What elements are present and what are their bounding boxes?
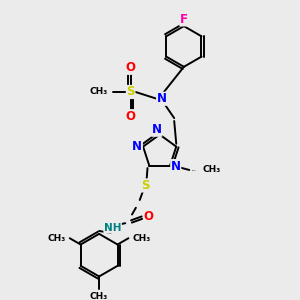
Text: CH₃: CH₃ — [203, 166, 221, 175]
Text: S: S — [141, 179, 150, 192]
Text: N: N — [132, 140, 142, 153]
Text: CH₃: CH₃ — [90, 292, 108, 300]
Text: O: O — [126, 61, 136, 74]
Text: NH: NH — [104, 223, 122, 233]
Text: O: O — [143, 210, 154, 223]
Text: O: O — [126, 110, 136, 123]
Text: N: N — [152, 123, 162, 136]
Text: S: S — [126, 85, 135, 98]
Text: CH₃: CH₃ — [132, 234, 151, 243]
Text: CH₃: CH₃ — [89, 88, 107, 97]
Text: F: F — [180, 13, 188, 26]
Text: methyl: methyl — [192, 169, 197, 171]
Text: N: N — [157, 92, 166, 105]
Text: N: N — [171, 160, 181, 172]
Text: CH₃: CH₃ — [48, 234, 66, 243]
